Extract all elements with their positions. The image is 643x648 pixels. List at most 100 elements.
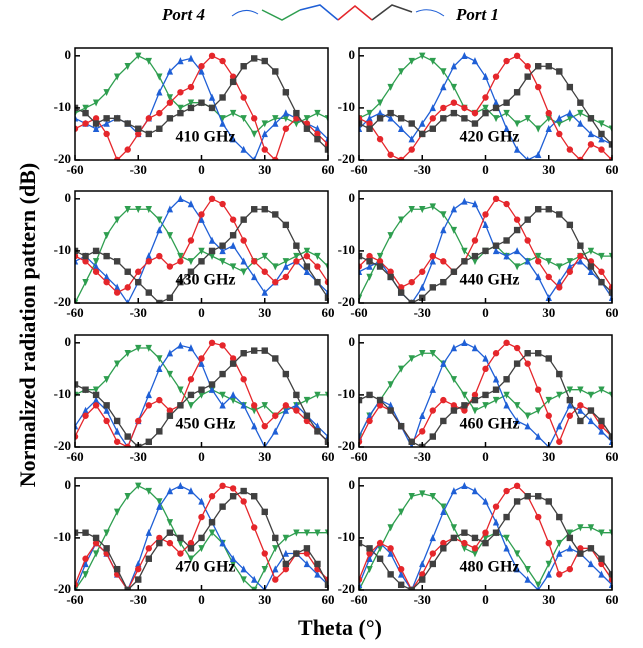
marker	[156, 355, 163, 363]
marker	[282, 89, 290, 96]
marker	[145, 487, 152, 495]
marker	[92, 99, 100, 107]
x-tick-label: 0	[482, 305, 489, 320]
marker	[492, 98, 500, 106]
marker	[113, 427, 121, 435]
marker	[124, 350, 131, 358]
marker	[513, 216, 521, 223]
marker	[272, 156, 279, 160]
marker	[187, 376, 195, 383]
marker	[82, 412, 89, 419]
marker	[229, 360, 237, 367]
y-tick-label: -20	[338, 581, 355, 596]
marker	[261, 252, 268, 260]
marker	[566, 565, 574, 573]
marker	[450, 205, 458, 213]
marker	[366, 125, 373, 132]
marker	[598, 130, 605, 138]
marker	[251, 55, 258, 62]
marker	[482, 109, 489, 117]
marker	[219, 401, 226, 409]
marker	[366, 550, 373, 557]
marker	[103, 529, 110, 537]
marker	[208, 247, 216, 255]
marker	[566, 109, 574, 117]
marker	[503, 339, 510, 347]
y-tick-label: -20	[338, 294, 355, 309]
marker	[282, 370, 290, 378]
marker	[229, 493, 237, 500]
marker	[324, 432, 328, 440]
marker	[450, 524, 458, 532]
marker	[359, 120, 363, 127]
marker	[92, 396, 100, 404]
x-tick-label: -30	[130, 305, 147, 320]
marker	[408, 57, 415, 65]
marker	[293, 529, 300, 537]
marker	[314, 391, 321, 399]
marker	[419, 52, 426, 60]
marker	[503, 487, 510, 495]
marker	[82, 529, 89, 536]
marker	[366, 391, 373, 399]
marker	[198, 63, 205, 70]
y-tick-label: 0	[349, 477, 356, 492]
marker	[75, 391, 79, 399]
marker	[187, 237, 195, 244]
marker	[124, 284, 131, 291]
marker	[482, 534, 489, 542]
marker	[75, 257, 79, 265]
y-tick-label: 0	[349, 47, 356, 62]
marker	[75, 581, 79, 588]
marker	[135, 206, 142, 214]
marker	[324, 529, 328, 537]
marker	[198, 355, 205, 362]
marker	[387, 524, 394, 532]
marker	[156, 88, 163, 96]
marker	[587, 263, 595, 270]
marker	[461, 104, 468, 112]
marker	[556, 130, 563, 138]
marker	[177, 534, 184, 542]
marker	[187, 545, 195, 552]
marker	[482, 94, 489, 101]
marker	[272, 534, 279, 542]
marker	[545, 63, 552, 70]
marker	[535, 252, 542, 260]
plot-area	[75, 52, 328, 160]
marker	[314, 428, 321, 435]
plot-area	[359, 338, 612, 447]
marker	[577, 156, 584, 160]
marker	[524, 63, 531, 70]
marker	[577, 406, 584, 414]
y-tick-label: -10	[54, 529, 71, 544]
marker	[440, 417, 447, 425]
marker	[503, 237, 510, 244]
marker	[397, 284, 405, 291]
marker	[524, 115, 531, 123]
x-tick-label: -60	[66, 449, 83, 464]
marker	[461, 197, 468, 205]
annotation: 410 GHz	[176, 129, 236, 146]
legend-sample	[261, 9, 301, 21]
marker	[503, 513, 510, 521]
marker	[198, 359, 205, 367]
marker	[261, 206, 268, 213]
marker	[513, 498, 521, 505]
marker	[376, 396, 384, 404]
marker	[198, 391, 205, 399]
marker	[408, 135, 415, 143]
marker	[440, 211, 447, 219]
x-tick-label: 0	[198, 162, 205, 177]
marker	[314, 560, 321, 568]
marker	[598, 555, 605, 562]
marker	[429, 560, 436, 568]
y-axis-label: Normalized radiation pattern (dB)	[15, 163, 40, 487]
marker	[145, 402, 152, 409]
marker	[251, 258, 258, 265]
marker	[156, 252, 163, 260]
marker	[314, 422, 321, 430]
y-tick-label: -10	[338, 386, 355, 401]
marker	[598, 386, 605, 394]
marker	[303, 396, 311, 404]
